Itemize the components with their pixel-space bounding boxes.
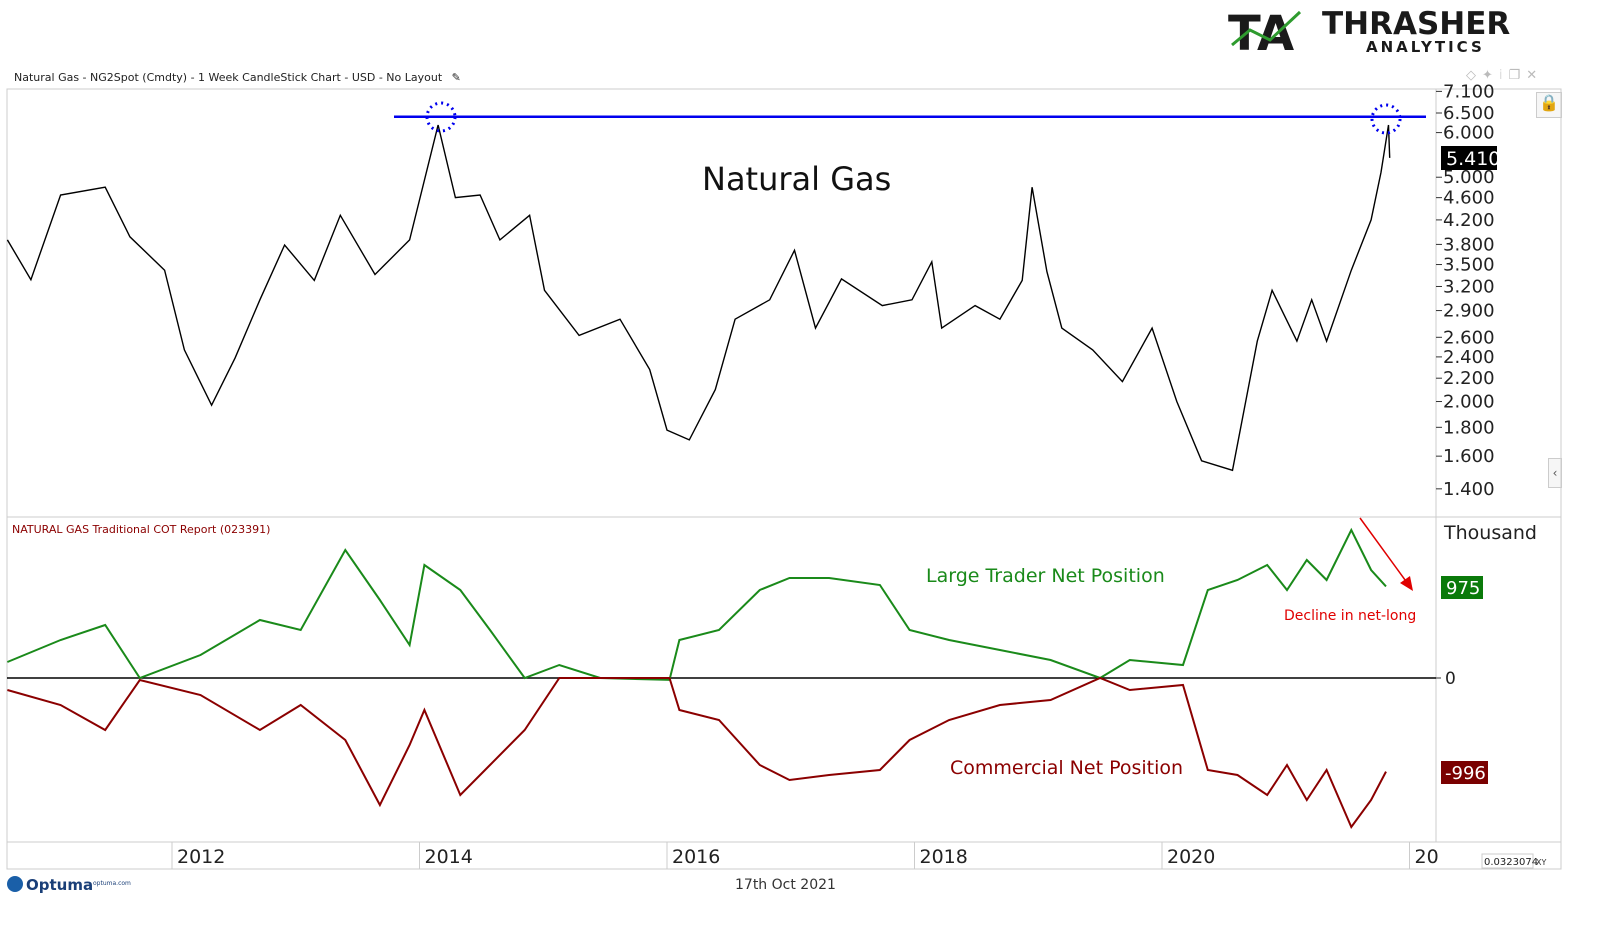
x-tick-label: 20 [1415,846,1439,868]
chart-frame [6,88,1562,870]
price-tick-label: 3.500 [1443,255,1495,276]
x-tick-label: 2016 [672,846,720,868]
x-tick-label: 2014 [425,846,473,868]
optuma-brand: Optuma [26,876,93,894]
price-tick-label: 5.000 [1443,167,1495,188]
chart-title: Natural Gas - NG2Spot (Cmdty) - 1 Week C… [14,71,443,84]
large-trader-value-tag [1441,576,1483,599]
price-tick-label: 1.800 [1443,417,1495,438]
price-tick-label: 4.200 [1443,210,1495,231]
diamond-icon[interactable]: ◇ [1466,68,1482,83]
highlight-circle-2021 [1370,103,1402,135]
cot-unit-label: Thousand [1443,522,1537,544]
last-price-tag [1441,146,1497,170]
price-panel-title: Natural Gas [702,160,891,198]
coordinate-readout: 0.0323074 [1484,857,1538,868]
price-tick-label: 2.600 [1443,327,1495,348]
price-tick-label: 3.800 [1443,234,1495,255]
price-tick-label: 2.000 [1443,392,1495,413]
xy-toggle[interactable]: XY [1536,858,1546,867]
x-tick-label: 2020 [1167,846,1215,868]
commercial-series [7,676,1387,829]
optuma-logo-icon [7,876,23,892]
large-trader-label: Large Trader Net Position [926,565,1165,587]
price-tick-label: 6.000 [1443,123,1495,144]
price-tick-label: 2.400 [1443,347,1495,368]
info-icon[interactable]: i [1498,68,1509,83]
toolbar: ◇✦i❐✕ [1466,68,1543,83]
price-tick-label: 6.500 [1443,103,1495,124]
logo-brand: THRASHER [1322,6,1510,42]
price-tick-label: 3.200 [1443,276,1495,297]
price-tick-label: 1.600 [1443,446,1495,467]
commercial-value-tag [1441,761,1488,784]
chart-title-bar: Natural Gas - NG2Spot (Cmdty) - 1 Week C… [14,71,461,84]
zero-tick-label: 0 [1445,669,1456,689]
commercial-value: -996 [1445,763,1486,784]
large-trader-value: 975 [1446,578,1480,599]
decline-annotation: Decline in net-long [1284,608,1416,624]
price-tick-label: 2.200 [1443,368,1495,389]
highlight-circle-2014 [425,101,457,133]
coordinate-readout-box[interactable] [1481,853,1534,869]
decline-arrow [1359,517,1409,585]
lock-button[interactable]: 🔒 [1536,92,1562,118]
arrow-head-icon [1400,576,1413,591]
price-tick-label: 4.600 [1443,188,1495,209]
large-trader-series [7,527,1387,681]
price-tick-label: 2.900 [1443,301,1495,322]
thrasher-logo: TA THRASHER ANALYTICS [1228,6,1510,62]
pin-icon[interactable]: ✦ [1482,68,1499,83]
commercial-label: Commercial Net Position [950,757,1183,779]
cot-panel-title: NATURAL GAS Traditional COT Report (0233… [12,523,270,536]
price-tick-label: 7.100 [1443,81,1495,102]
price-series [6,124,1391,472]
x-tick-label: 2012 [177,846,225,868]
chart-date: 17th Oct 2021 [735,877,836,893]
price-tick-label: 1.400 [1443,479,1495,500]
optuma-site: optuma.com [93,880,131,887]
restore-window-icon[interactable]: ❐ [1508,68,1527,83]
pencil-icon[interactable]: ✎ [451,71,461,84]
close-icon[interactable]: ✕ [1526,68,1544,83]
x-axis: 2012 2014 2016 2018 2020 20 [171,842,1439,869]
x-tick-label: 2018 [920,846,968,868]
last-price-label: 5.410 [1446,148,1500,170]
logo-sub: ANALYTICS [1366,38,1485,56]
